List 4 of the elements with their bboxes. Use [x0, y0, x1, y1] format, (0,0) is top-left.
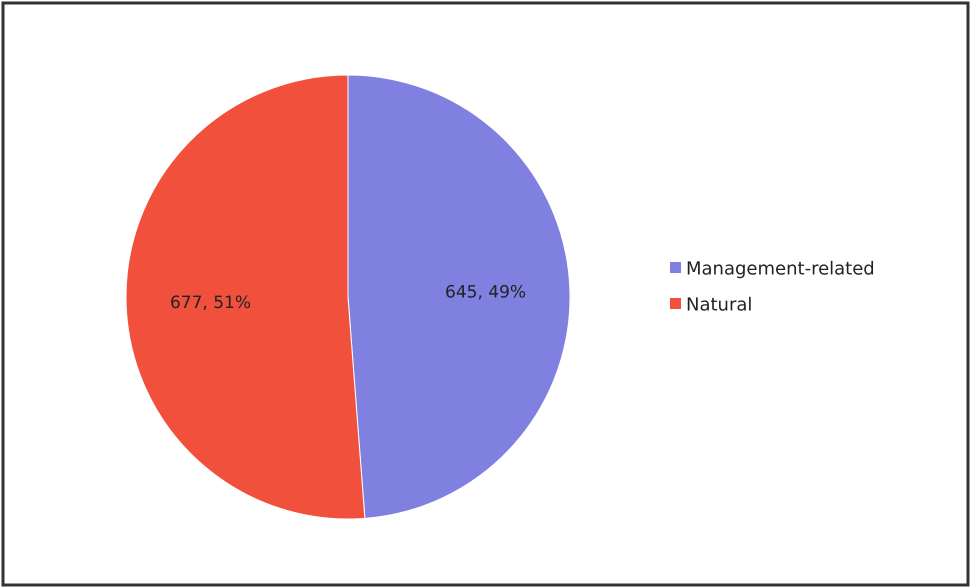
data-label: 645, 49%: [445, 282, 526, 303]
legend-label: Management-related: [686, 258, 875, 280]
legend-label: Natural: [686, 294, 752, 316]
data-label: 677, 51%: [170, 293, 251, 314]
